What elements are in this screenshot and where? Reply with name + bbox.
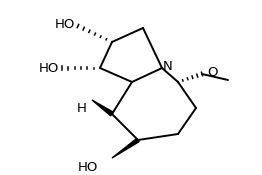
Polygon shape xyxy=(92,100,113,116)
Text: HO: HO xyxy=(78,161,98,174)
Text: O: O xyxy=(207,66,217,79)
Text: HO: HO xyxy=(54,19,75,32)
Text: HO: HO xyxy=(39,61,59,75)
Text: H: H xyxy=(77,102,87,115)
Polygon shape xyxy=(112,138,139,158)
Text: N: N xyxy=(163,61,173,74)
